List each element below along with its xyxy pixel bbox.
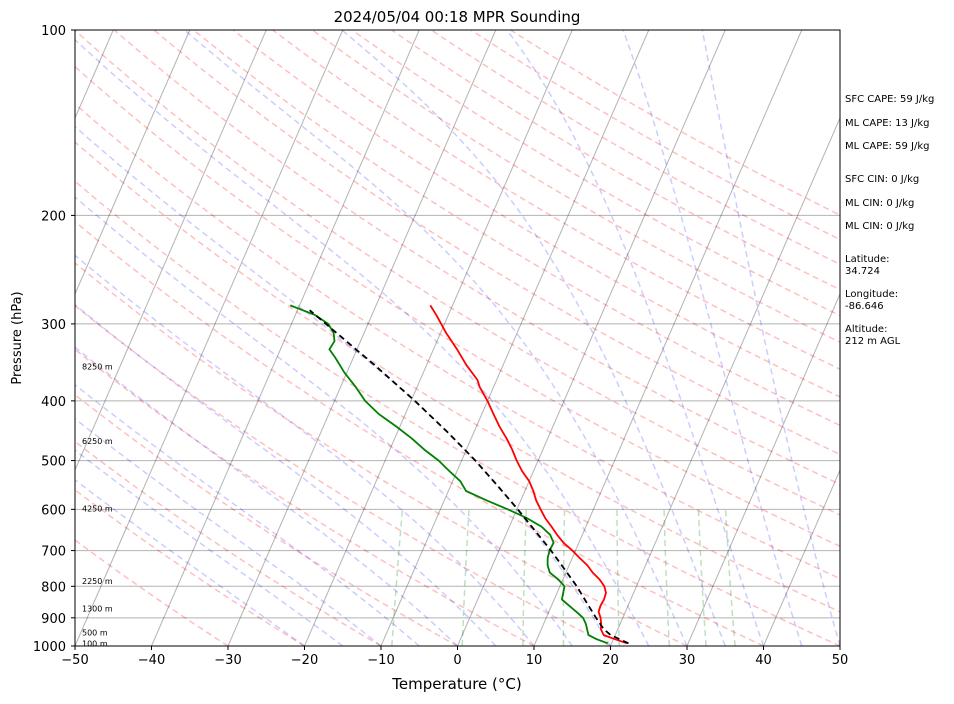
dry-adiabat — [0, 30, 610, 646]
y-tick-label: 100 — [41, 24, 66, 39]
longitude-value: -86.646 — [845, 301, 884, 312]
height-label: 6250 m — [82, 437, 113, 446]
x-tick-label: −30 — [214, 653, 241, 668]
x-tick-label: −40 — [138, 653, 165, 668]
y-tick-label: 300 — [41, 318, 66, 333]
y-tick-label: 200 — [41, 209, 66, 224]
isotherm — [611, 30, 879, 646]
y-tick-label: 600 — [41, 503, 66, 518]
parcel-path-line — [310, 310, 629, 643]
isotherm — [305, 30, 573, 646]
dry-adiabat — [0, 30, 228, 646]
x-tick-label: 50 — [832, 653, 849, 668]
dewpoint-line — [290, 305, 608, 643]
y-tick-label: 500 — [41, 455, 66, 470]
annotation-sfc-cape: SFC CAPE: 59 J/kg — [845, 94, 934, 105]
height-label: 4250 m — [82, 504, 113, 513]
dry-adiabat — [0, 30, 458, 646]
y-tick-label: 900 — [41, 612, 66, 627]
dry-adiabat — [0, 30, 916, 646]
latitude-label: Latitude: — [845, 254, 890, 265]
annotation-sfc-cin: SFC CIN: 0 J/kg — [845, 174, 919, 185]
x-tick-label: −50 — [61, 653, 88, 668]
isotherm — [152, 30, 420, 646]
y-tick-label: 400 — [41, 395, 66, 410]
mixing-ratio-line — [392, 509, 403, 646]
plot-frame — [75, 30, 840, 646]
isotherm — [228, 30, 496, 646]
latitude-value: 34.724 — [845, 266, 880, 277]
height-label: 2250 m — [82, 577, 113, 586]
moist-adiabat — [0, 30, 458, 646]
longitude-label: Longitude: — [845, 289, 898, 300]
dry-adiabat — [0, 30, 954, 646]
chart-title: 2024/05/04 00:18 MPR Sounding — [334, 8, 581, 26]
x-tick-label: 40 — [755, 653, 772, 668]
isotherm — [0, 30, 190, 646]
mixing-ratio-line — [523, 509, 526, 646]
y-tick-label: 800 — [41, 580, 66, 595]
height-label: 500 m — [82, 628, 108, 637]
x-tick-label: 20 — [602, 653, 619, 668]
annotation-ml-cape: ML CAPE: 13 J/kg — [845, 118, 929, 129]
isotherm — [458, 30, 726, 646]
height-label: 100 m — [82, 639, 108, 648]
isotherm — [381, 30, 649, 646]
dry-adiabat — [0, 30, 534, 646]
x-tick-label: −10 — [367, 653, 394, 668]
x-tick-label: −20 — [291, 653, 318, 668]
moist-adiabat — [0, 30, 534, 646]
moist-adiabat — [507, 30, 764, 646]
temperature-line — [430, 305, 627, 643]
annotation-ml-cin: ML CIN: 0 J/kg — [845, 198, 914, 209]
mixing-ratio-line — [726, 509, 735, 646]
x-axis-label: Temperature (°C) — [391, 675, 521, 693]
x-tick-label: 0 — [453, 653, 461, 668]
moist-adiabat — [65, 30, 649, 646]
altitude-value: 212 m AGL — [845, 336, 901, 347]
y-tick-label: 1000 — [33, 640, 66, 655]
y-axis-label: Pressure (hPa) — [10, 291, 25, 384]
dry-adiabat — [35, 30, 954, 646]
y-tick-label: 700 — [41, 545, 66, 560]
mixing-ratio-line — [699, 509, 707, 646]
altitude-label: Altitude: — [845, 324, 887, 335]
moist-adiabat — [0, 30, 572, 646]
moist-adiabat — [0, 30, 611, 646]
x-tick-label: 30 — [679, 653, 696, 668]
height-label: 8250 m — [82, 363, 113, 372]
height-label: 1300 m — [82, 605, 113, 614]
dry-adiabat — [154, 30, 954, 646]
annotation-ml-cin-2: ML CIN: 0 J/kg — [845, 221, 914, 232]
x-tick-label: 10 — [526, 653, 543, 668]
annotation-ml-cape-2: ML CAPE: 59 J/kg — [845, 141, 929, 152]
dry-adiabat — [75, 30, 954, 646]
